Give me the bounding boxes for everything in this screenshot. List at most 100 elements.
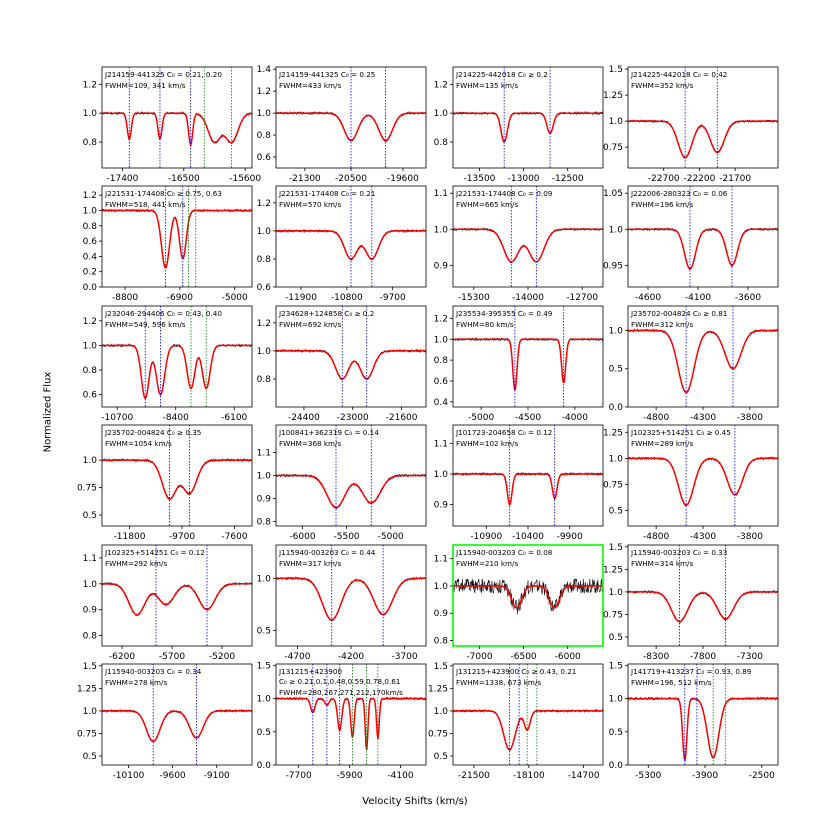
model-fit-line bbox=[102, 112, 252, 147]
observed-spectrum-line bbox=[628, 696, 778, 760]
spectrum-panel: -6000 -5500 -5000 0.8 0.9 1.0 1.1 J100841+36231… bbox=[257, 424, 427, 542]
x-tick-label: -24400 bbox=[288, 413, 320, 423]
x-tick-label: -21700 bbox=[719, 174, 751, 184]
panel-plot-area bbox=[276, 545, 426, 646]
panel-fwhm: FWHM=80 km/s bbox=[456, 320, 514, 329]
y-tick-label: 1.25 bbox=[428, 684, 448, 694]
y-tick-label: 1.0 bbox=[609, 326, 624, 336]
x-tick-label: -21600 bbox=[386, 413, 418, 423]
spectrum-panel: -24400 -23000 -21600 0.8 1.0 1.2 J234628+12485… bbox=[257, 305, 427, 423]
panel-coverage: C₀ ≥ 0.21,0.1,0.48,0.59,0.78,0.61 bbox=[279, 677, 400, 686]
y-tick-label: 1.1 bbox=[257, 449, 271, 459]
panel-title: J115940-003203 C₀ = 0.44 bbox=[278, 548, 376, 557]
y-tick-label: 1.0 bbox=[609, 225, 624, 235]
y-tick-label: 0.8 bbox=[257, 517, 272, 527]
panel-fwhm: FWHM=368 km/s bbox=[279, 439, 341, 448]
panel-fwhm: FWHM=570 km/s bbox=[279, 200, 341, 209]
spectrum-panel: -10900 -10400 -9900 0.9 1.0 1.1 J101723-204658… bbox=[434, 424, 604, 542]
x-tick-label: -10800 bbox=[331, 293, 363, 303]
panel-title: J235534-395355 C₀ = 0.49 bbox=[455, 309, 553, 318]
y-tick-label: 0.8 bbox=[83, 366, 98, 376]
x-tick-label: -5300 bbox=[635, 771, 661, 781]
observed-spectrum-line bbox=[453, 337, 603, 390]
y-tick-label: 1.1 bbox=[434, 189, 448, 199]
x-tick-label: -6200 bbox=[109, 652, 135, 662]
model-fit-line bbox=[276, 697, 426, 751]
model-fit-line bbox=[276, 577, 426, 621]
y-tick-label: 1.0 bbox=[257, 109, 272, 119]
spectrum-panel: -4700 -4200 -3700 0.5 1.0 J115940-003203 C₀ =… bbox=[257, 544, 427, 662]
x-tick-label: -21500 bbox=[458, 771, 490, 781]
model-fit-line bbox=[102, 209, 252, 269]
x-tick-label: -9900 bbox=[557, 532, 583, 542]
model-fit-line bbox=[102, 459, 252, 500]
panel-frame bbox=[452, 544, 604, 647]
spectrum-panel: -7700 -5900 -4100 0.0 0.5 1.0 1.5 J131215+42390… bbox=[257, 661, 427, 781]
y-tick-label: 1.2 bbox=[83, 191, 97, 201]
y-tick-label: 0.8 bbox=[434, 138, 449, 148]
y-tick-label: 1.0 bbox=[609, 695, 624, 705]
model-fit-line bbox=[453, 112, 603, 143]
y-tick-label: 0.95 bbox=[603, 261, 623, 271]
panel-plot-area bbox=[276, 306, 426, 407]
x-tick-label: -12500 bbox=[552, 174, 584, 184]
x-tick-label: -8300 bbox=[643, 652, 669, 662]
panel-title: J214159-441325 C₀ = 0.25 bbox=[278, 70, 375, 79]
x-tick-label: -5700 bbox=[159, 652, 185, 662]
x-tick-label: -4600 bbox=[635, 293, 661, 303]
panel-title: J234628+124858 C₀ ≥ 0.2 bbox=[278, 309, 374, 318]
panel-frame bbox=[101, 185, 253, 288]
x-tick-label: -5500 bbox=[334, 532, 360, 542]
x-tick-label: -7300 bbox=[737, 652, 763, 662]
x-tick-label: -4100 bbox=[387, 771, 413, 781]
y-tick-label: 1.4 bbox=[257, 65, 272, 75]
x-tick-label: -19600 bbox=[387, 174, 419, 184]
panel-plot-area bbox=[453, 186, 603, 287]
panel-title: J222006-280323 C₀ = 0.06 bbox=[630, 189, 728, 198]
observed-spectrum-line bbox=[102, 457, 252, 501]
spectrum-panel: -8300 -7800 -7300 0.5 0.75 1.0 1.25 1.5 J115940-… bbox=[603, 543, 779, 662]
panel-fwhm: FWHM=317 km/s bbox=[279, 559, 341, 568]
x-tick-label: -10100 bbox=[113, 771, 145, 781]
panel-fwhm: FWHM=1054 km/s bbox=[105, 439, 172, 448]
x-tick-label: -12700 bbox=[566, 293, 598, 303]
observed-spectrum-line bbox=[102, 208, 252, 269]
panel-frame bbox=[627, 663, 779, 766]
panel-fwhm: FWHM=692 km/s bbox=[279, 320, 341, 329]
panel-plot-area bbox=[453, 67, 603, 168]
spectrum-panel: -4600 -4100 -3600 0.95 1.0 1.05 J222006-280323… bbox=[603, 185, 779, 303]
y-tick-label: 0.8 bbox=[83, 222, 98, 232]
x-tick-label: -5200 bbox=[209, 652, 235, 662]
x-tick-label: -4700 bbox=[284, 652, 310, 662]
panel-fwhm: FWHM=278 km/s bbox=[105, 678, 167, 687]
x-tick-label: -9600 bbox=[160, 771, 186, 781]
x-tick-label: -16500 bbox=[168, 174, 200, 184]
x-tick-label: -4800 bbox=[643, 413, 669, 423]
y-tick-label: 1.5 bbox=[609, 65, 623, 75]
x-tick-label: -5000 bbox=[378, 532, 404, 542]
y-tick-label: 0.6 bbox=[83, 237, 98, 247]
x-tick-label: -4800 bbox=[643, 532, 669, 542]
panel-title: J214159-441325 C₀ = 0.21, 0.20 bbox=[104, 70, 222, 79]
y-tick-label: 0.5 bbox=[257, 728, 271, 738]
x-tick-label: -13000 bbox=[508, 174, 540, 184]
x-tick-label: -9700 bbox=[380, 293, 406, 303]
y-tick-label: 0.4 bbox=[434, 398, 449, 408]
panel-plot-area bbox=[276, 425, 426, 526]
model-fit-line bbox=[276, 112, 426, 142]
observed-spectrum-line bbox=[628, 328, 778, 394]
y-tick-label: 0.9 bbox=[434, 609, 449, 619]
y-tick-label: 0.8 bbox=[83, 632, 98, 642]
panel-title: J221531-174408 C₀ = 0.09 bbox=[455, 189, 553, 198]
y-tick-label: 0.5 bbox=[609, 633, 623, 643]
panel-fwhm: FWHM=518, 441 km/s bbox=[105, 200, 186, 209]
x-tick-label: -2500 bbox=[749, 771, 775, 781]
y-tick-label: 1.25 bbox=[77, 684, 97, 694]
panel-fwhm: FWHM=549, 596 km/s bbox=[105, 320, 186, 329]
x-tick-label: -3800 bbox=[737, 532, 763, 542]
spectrum-panel: -13500 -13000 -12500 0.8 1.0 1.2 J214225-44201… bbox=[434, 66, 604, 184]
observed-spectrum-line bbox=[453, 578, 603, 615]
panel-plot-area bbox=[628, 67, 778, 168]
panel-frame bbox=[275, 185, 427, 288]
